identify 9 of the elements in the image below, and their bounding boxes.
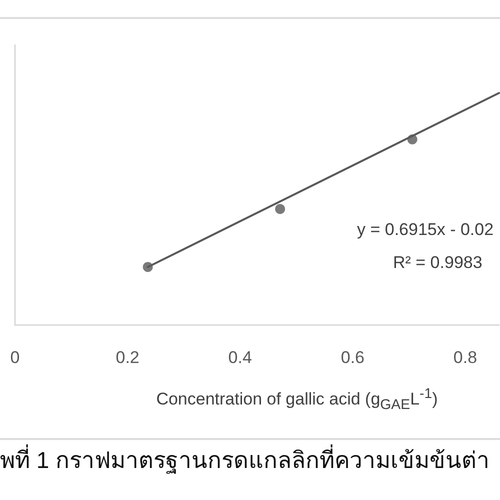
x-tick-label: 0.6 <box>340 348 364 367</box>
x-tick-label: 0.4 <box>228 348 252 367</box>
x-tick-label: 0.8 <box>453 348 478 367</box>
x-tick-label: 0 <box>10 348 20 367</box>
annotation: R² = 0.9983 <box>393 252 482 274</box>
text: พที่ 1 กราฟมาตรฐานกรดแกลลิกที่ความเข้มข้นต่า <box>0 446 490 476</box>
annotation: y = 0.6915x - 0.02 <box>357 219 494 241</box>
x-axis-title: Concentration of gallic acid (g$_{GAE}$L$^{-1}$) <box>156 386 438 414</box>
x-tick-label: 0.2 <box>116 348 140 367</box>
